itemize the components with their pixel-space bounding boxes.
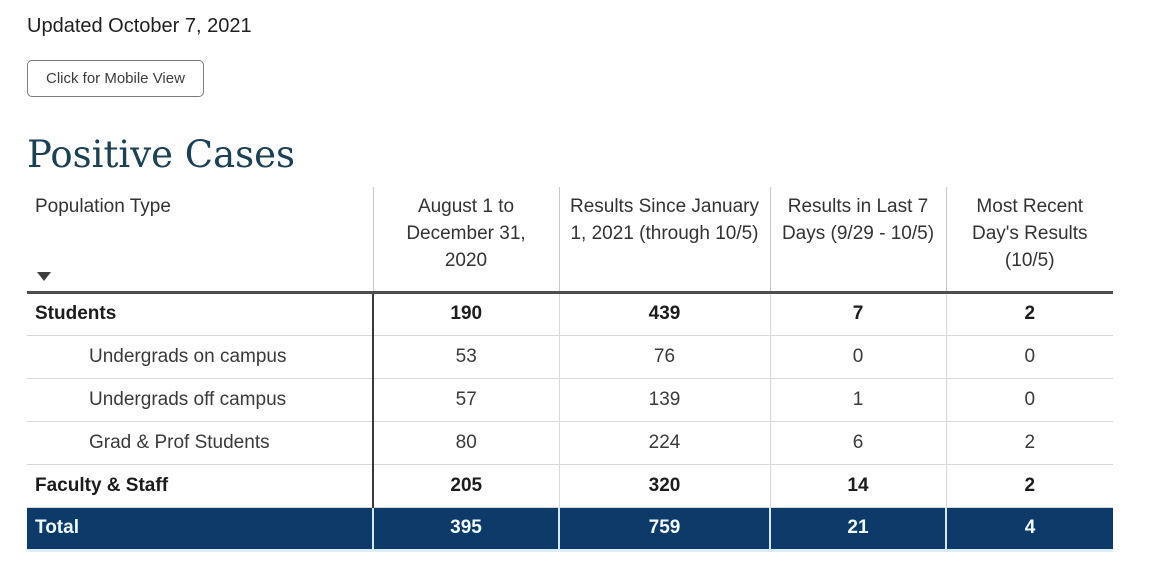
row-label-cell: Undergrads on campus [27,335,374,379]
value-cell: 0 [946,335,1113,379]
value-cell: 7 [770,292,947,336]
value-cell: 395 [373,507,560,552]
value-cell: 0 [946,378,1113,422]
value-cell: 439 [559,292,771,336]
page-title: Positive Cases [27,133,295,176]
dashboard-page: Updated October 7, 2021 Click for Mobile… [27,15,1113,552]
row-label-cell: Faculty & Staff [27,464,374,508]
sort-descending-icon[interactable] [37,271,51,281]
column-header-population-type[interactable]: Population Type [27,187,373,294]
value-cell: 2 [946,464,1113,508]
value-cell: 0 [770,335,947,379]
value-cell: 2 [946,421,1113,465]
value-cell: 320 [559,464,771,508]
table-row-faculty-staff: Faculty & Staff 205 320 14 2 [27,464,1113,508]
value-cell: 4 [946,507,1113,552]
value-cell: 6 [770,421,947,465]
column-header-most-recent-day[interactable]: Most Recent Day's Results (10/5) [945,187,1113,294]
row-label-cell: Undergrads off campus [27,378,374,422]
value-cell: 53 [373,335,560,379]
value-cell: 14 [770,464,947,508]
value-cell: 1 [770,378,947,422]
value-cell: 80 [373,421,560,465]
table-header-row: Population Type August 1 to December 31,… [27,187,1113,294]
column-header-label: Population Type [35,196,171,217]
table-row-grad-prof-students: Grad & Prof Students 80 224 6 2 [27,421,1113,465]
column-header-since-jan-2021[interactable]: Results Since January 1, 2021 (through 1… [558,187,770,294]
table-row-undergrads-off-campus: Undergrads off campus 57 139 1 0 [27,378,1113,422]
row-label-cell: Students [27,292,374,336]
table-row-total: Total 395 759 21 4 [27,507,1113,552]
value-cell: 139 [559,378,771,422]
value-cell: 190 [373,292,560,336]
value-cell: 2 [946,292,1113,336]
value-cell: 21 [770,507,947,552]
positive-cases-table: Population Type August 1 to December 31,… [27,187,1113,552]
value-cell: 76 [559,335,771,379]
mobile-view-button[interactable]: Click for Mobile View [27,60,204,97]
value-cell: 205 [373,464,560,508]
column-header-last-7-days[interactable]: Results in Last 7 Days (9/29 - 10/5) [769,187,946,294]
row-label-cell: Grad & Prof Students [27,421,374,465]
value-cell: 57 [373,378,560,422]
updated-date-text: Updated October 7, 2021 [27,15,252,37]
value-cell: 759 [559,507,771,552]
table-row-students: Students 190 439 7 2 [27,292,1113,336]
table-row-undergrads-on-campus: Undergrads on campus 53 76 0 0 [27,335,1113,379]
column-header-aug-dec-2020[interactable]: August 1 to December 31, 2020 [372,187,559,294]
row-label-cell: Total [27,507,374,552]
value-cell: 224 [559,421,771,465]
